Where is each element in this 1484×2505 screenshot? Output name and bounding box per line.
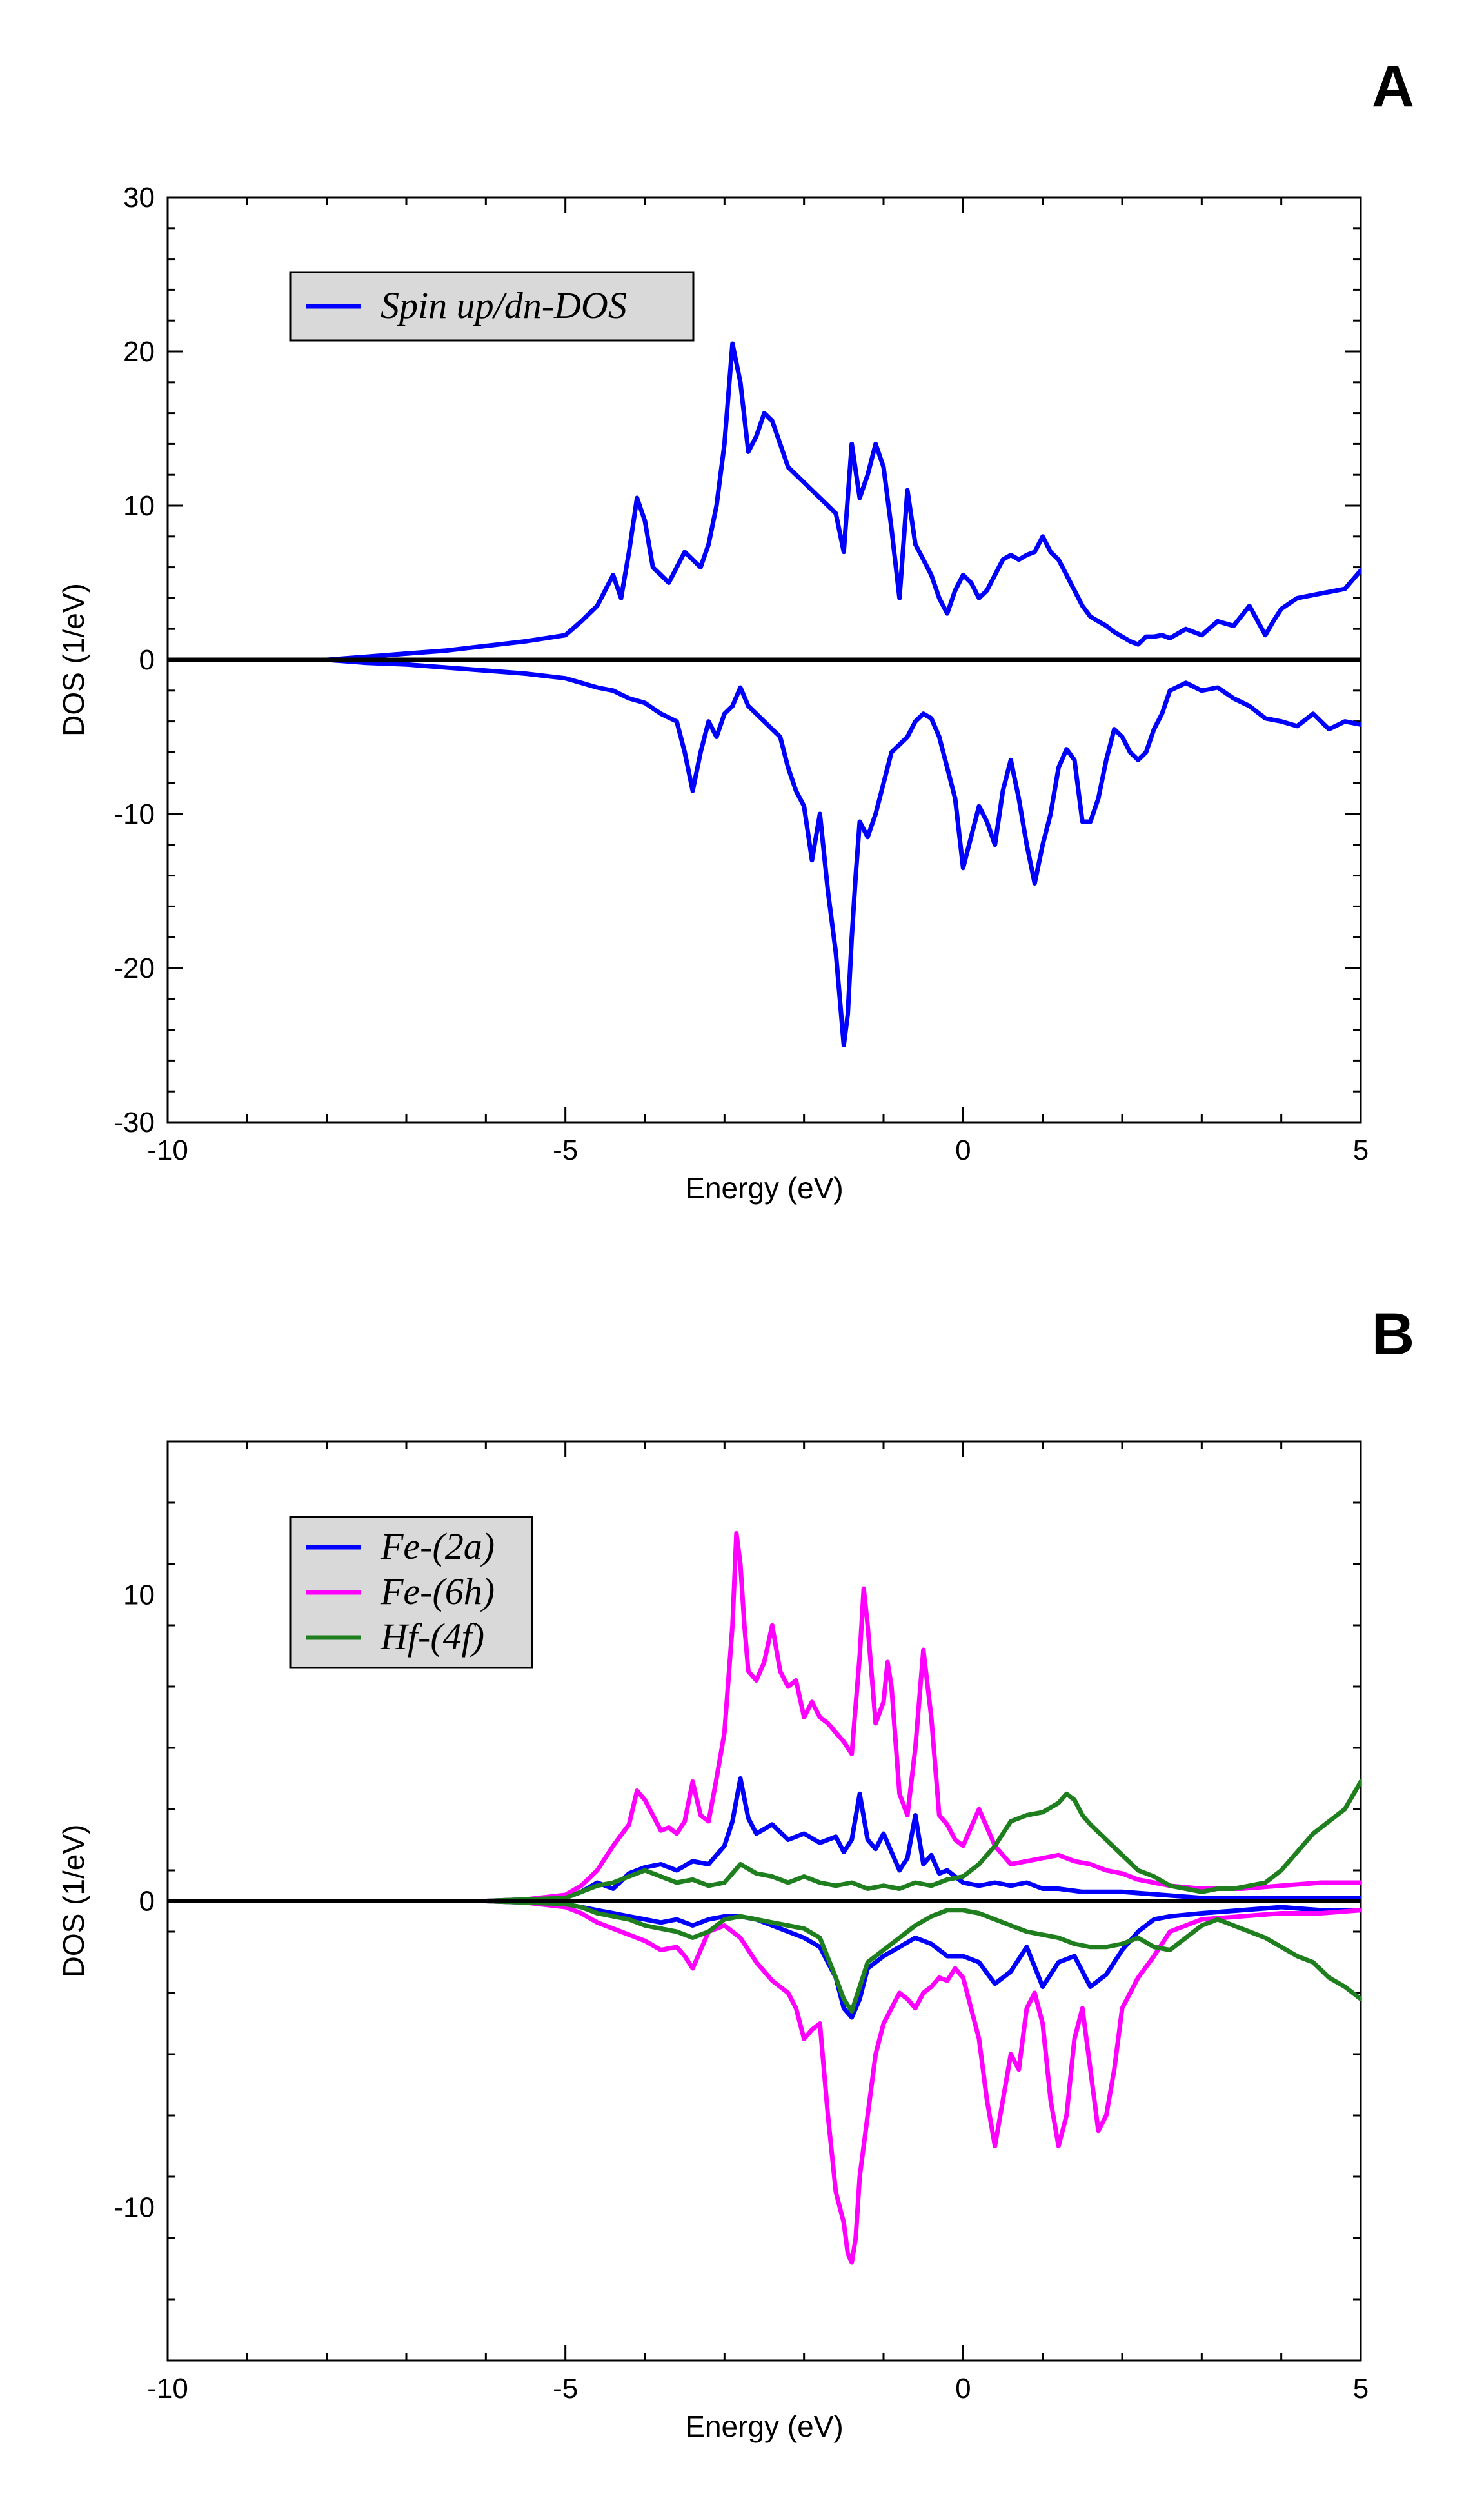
y-tick-label: 0 bbox=[139, 644, 155, 676]
x-tick-label: 0 bbox=[955, 2373, 971, 2404]
panel-b: B -10 -5 0 5 -10 0 10 Energy (eV) DOS (1/eV) Fe-(2… bbox=[57, 1302, 1414, 2443]
x-tick-label: 5 bbox=[1353, 2373, 1369, 2404]
panel-letter: A bbox=[1372, 54, 1414, 119]
y-tick-label: -20 bbox=[114, 953, 155, 984]
x-tick-label: 5 bbox=[1353, 1134, 1369, 1166]
series-line-spin-down bbox=[324, 657, 1361, 1047]
series-line-fe-2a- bbox=[168, 1776, 1361, 1903]
legend-label: Fe-(2a) bbox=[380, 1525, 495, 1567]
y-tick-label: 10 bbox=[123, 1579, 155, 1611]
series-line-hf-4f-down bbox=[168, 1899, 1361, 2014]
x-tick-label: 0 bbox=[955, 1134, 971, 1166]
y-tick-label: 30 bbox=[123, 182, 155, 213]
series-line-hf-4f- bbox=[168, 1779, 1361, 1903]
series-line-fe-2a-down bbox=[168, 1899, 1361, 2020]
y-tick-label: 20 bbox=[123, 336, 155, 368]
legend-label: Hf-(4f) bbox=[380, 1616, 484, 1658]
x-tick-label: -10 bbox=[147, 2373, 188, 2404]
y-axis-title: DOS (1/eV) bbox=[57, 1825, 90, 1978]
legend-label: Fe-(6h) bbox=[380, 1570, 495, 1612]
x-axis-title: Energy (eV) bbox=[685, 2410, 843, 2443]
legend-label: Spin up/dn-DOS bbox=[381, 284, 627, 326]
y-tick-label: 0 bbox=[139, 1886, 155, 1917]
y-tick-label: 10 bbox=[123, 490, 155, 522]
series-group bbox=[168, 1531, 1361, 2265]
x-axis-title: Energy (eV) bbox=[685, 1171, 843, 1205]
series-line-fe-6h-down bbox=[168, 1899, 1361, 2265]
y-tick-label: -10 bbox=[114, 798, 155, 830]
x-tick-label: -5 bbox=[553, 2373, 578, 2404]
y-tick-label: -10 bbox=[114, 2192, 155, 2224]
legend: Spin up/dn-DOS bbox=[289, 271, 695, 342]
series-line-fe-6h- bbox=[168, 1531, 1361, 1903]
legend: Fe-(2a)Fe-(6h)Hf-(4f) bbox=[289, 1516, 533, 1669]
panel-a: A -10 -5 0 5 -30 -20 -10 0 10 20 30 Energy (eV) DOS (… bbox=[57, 54, 1414, 1205]
panel-letter: B bbox=[1372, 1302, 1414, 1367]
y-tick-label: -30 bbox=[114, 1107, 155, 1138]
series-group bbox=[324, 341, 1361, 1047]
x-tick-label: -5 bbox=[553, 1134, 578, 1166]
y-axis-title: DOS (1/eV) bbox=[57, 583, 90, 737]
x-tick-label: -10 bbox=[147, 1134, 188, 1166]
series-line-spin-up-dn-dos bbox=[324, 341, 1361, 662]
